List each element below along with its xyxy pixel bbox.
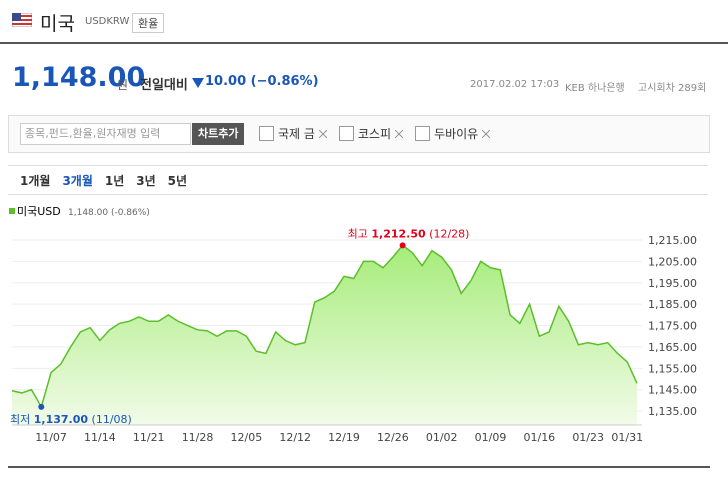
search-box: 종목,펀드,환율,원자재명 입력 차트추가 국제 금 코스피 두바이유 bbox=[8, 115, 710, 153]
annotation-date: (11/08) bbox=[92, 413, 132, 426]
compare-list: 국제 금 코스피 두바이유 bbox=[259, 125, 491, 142]
annotation-date: (12/28) bbox=[429, 227, 469, 240]
remove-icon bbox=[482, 129, 491, 138]
extreme-point bbox=[399, 242, 406, 249]
checkbox[interactable] bbox=[338, 126, 354, 141]
x-tick-label: 12/05 bbox=[231, 431, 263, 444]
country: 미국 bbox=[40, 13, 75, 35]
x-tick-label: 12/19 bbox=[328, 431, 360, 444]
compare-item: 두바이유 bbox=[415, 125, 491, 142]
y-tick-label: 1,215.00 bbox=[648, 234, 697, 247]
y-tick-label: 1,155.00 bbox=[648, 362, 697, 375]
y-tick-label: 1,165.00 bbox=[648, 341, 697, 354]
annotation: 최저 1,137.00 (11/08) bbox=[10, 413, 132, 426]
remove-icon bbox=[318, 129, 327, 138]
line bbox=[11, 244, 638, 409]
price-unit: 원 bbox=[117, 78, 129, 92]
y-tick-label: 1,175.00 bbox=[648, 320, 697, 333]
checkbox[interactable] bbox=[415, 126, 431, 141]
bank: KEB 하나은행 bbox=[565, 83, 625, 94]
remove-icon bbox=[395, 129, 404, 138]
x-tick-label: 11/07 bbox=[35, 431, 67, 444]
x-tick-label: 11/14 bbox=[84, 431, 116, 444]
round: 고시회차 289회 bbox=[638, 83, 707, 94]
search-input[interactable]: 종목,펀드,환율,원자재명 입력 bbox=[20, 123, 191, 145]
code: USDKRW bbox=[85, 16, 130, 27]
annotation-text: 최고 bbox=[348, 227, 368, 240]
period-tab[interactable]: 3개월 bbox=[62, 173, 93, 188]
legend-value: 1,148.00 (-0.86%) bbox=[68, 208, 150, 218]
compare-item: 국제 금 bbox=[259, 125, 327, 142]
y-tick-label: 1,185.00 bbox=[648, 298, 697, 311]
x-tick-label: 01/09 bbox=[475, 431, 507, 444]
chart: 미국USD 1,148.00 (-0.86%) 1,135.00 1,145.00… bbox=[8, 205, 710, 468]
annotation: 최고 1,212.50 (12/28) bbox=[348, 227, 470, 240]
add-button[interactable]: 차트추가 bbox=[192, 123, 245, 145]
flag bbox=[12, 13, 32, 27]
x-tick-label: 12/26 bbox=[377, 431, 409, 444]
annotation-value: 1,137.00 bbox=[34, 413, 89, 426]
annotation-value: 1,212.50 bbox=[371, 227, 426, 240]
compare-name: 코스피 bbox=[357, 127, 392, 141]
y-tick-label: 1,135.00 bbox=[648, 405, 697, 418]
fx-button[interactable]: 환율 bbox=[132, 13, 165, 33]
x-tick-label: 11/28 bbox=[182, 431, 214, 444]
extreme-point bbox=[38, 403, 45, 410]
y-tick-label: 1,195.00 bbox=[648, 277, 697, 290]
x-tick-label: 12/12 bbox=[279, 431, 311, 444]
price: 1,148.00 bbox=[12, 62, 146, 93]
down-arrow bbox=[192, 78, 204, 88]
legend-swatch bbox=[9, 208, 15, 214]
compare-item: 코스피 bbox=[338, 125, 404, 142]
change: 10.00 (−0.86%) bbox=[205, 74, 319, 89]
compare-name: 두바이유 bbox=[434, 127, 479, 141]
period-tab[interactable]: 1개월 bbox=[20, 173, 51, 188]
period-tab[interactable]: 5년 bbox=[167, 173, 188, 188]
area bbox=[12, 245, 637, 425]
legend-name: 미국USD bbox=[17, 205, 61, 218]
checkbox[interactable] bbox=[259, 126, 274, 141]
y-tick-label: 1,205.00 bbox=[648, 255, 697, 268]
period-tab[interactable]: 3년 bbox=[136, 173, 156, 188]
x-tick-label: 01/02 bbox=[426, 431, 458, 444]
header: 미국 USDKRW 환율 bbox=[0, 0, 728, 44]
x-tick-label: 01/31 bbox=[611, 431, 643, 444]
date: 2017.02.02 17:03 bbox=[470, 79, 560, 90]
period-tab[interactable]: 1년 bbox=[104, 173, 125, 188]
change-label: 전일대비 bbox=[140, 78, 188, 93]
y-tick-label: 1,145.00 bbox=[648, 384, 697, 397]
annotation-text: 최저 bbox=[10, 413, 30, 426]
x-tick-label: 01/16 bbox=[523, 431, 555, 444]
x-tick-label: 01/23 bbox=[572, 431, 604, 444]
period-tabs: 1개월 3개월 1년 3년 5년 bbox=[8, 165, 708, 195]
x-tick-label: 11/21 bbox=[133, 431, 165, 444]
compare-name: 국제 금 bbox=[278, 127, 315, 141]
